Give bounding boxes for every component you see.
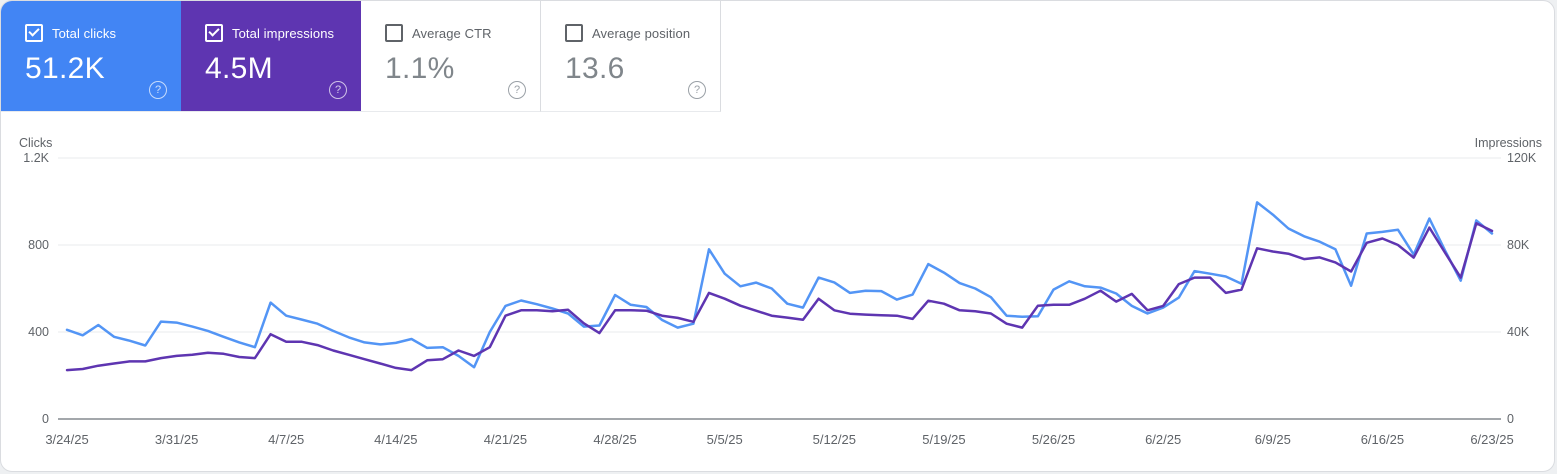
x-axis-label: 4/21/25 — [483, 432, 528, 447]
x-axis-label: 4/14/25 — [374, 432, 418, 447]
y-axis-label: 1.2K — [23, 151, 49, 165]
card-total-impressions[interactable]: Total impressions 4.5M ? — [181, 1, 361, 112]
left-axis-title: Clicks — [19, 136, 53, 150]
x-axis-label: 6/16/25 — [1360, 432, 1405, 447]
series-line-total-impressions — [65, 222, 1494, 372]
card-average-position[interactable]: Average position 13.6 ? — [541, 1, 721, 112]
average-ctr-checkbox[interactable] — [385, 24, 403, 42]
total-impressions-value: 4.5M — [205, 52, 273, 85]
total-clicks-value: 51.2K — [25, 52, 105, 85]
x-axis-label: 3/31/25 — [154, 432, 199, 447]
help-icon[interactable]: ? — [329, 81, 347, 99]
y-axis-label: 80K — [1507, 238, 1530, 252]
average-position-value: 13.6 — [565, 52, 625, 85]
y-axis-label: 0 — [42, 412, 49, 426]
card-label: Total impressions — [232, 25, 335, 41]
average-position-checkbox[interactable] — [565, 24, 583, 42]
help-icon[interactable]: ? — [688, 81, 706, 99]
card-label: Total clicks — [52, 25, 117, 41]
total-clicks-checkbox[interactable] — [25, 24, 43, 42]
y-axis-label: 120K — [1507, 151, 1537, 165]
metric-cards-row: Total clicks 51.2K ? Total impressions 4… — [1, 1, 721, 112]
x-axis-label: 5/5/25 — [706, 432, 743, 447]
x-axis-label: 6/9/25 — [1254, 432, 1291, 447]
card-label: Average position — [592, 25, 691, 41]
y-axis-label: 0 — [1507, 412, 1514, 426]
x-axis-label: 5/19/25 — [922, 432, 966, 447]
help-icon[interactable]: ? — [149, 81, 167, 99]
y-axis-label: 40K — [1507, 325, 1530, 339]
y-axis-label: 400 — [28, 325, 49, 339]
x-axis-label: 5/12/25 — [812, 432, 856, 447]
x-axis-label: 6/23/25 — [1470, 432, 1514, 447]
x-axis-label: 6/2/25 — [1145, 432, 1182, 447]
x-axis-label: 4/7/25 — [268, 432, 305, 447]
card-label: Average CTR — [412, 25, 492, 41]
x-axis-label: 3/24/25 — [45, 432, 89, 447]
x-axis-label: 5/26/25 — [1031, 432, 1076, 447]
y-axis-label: 800 — [28, 238, 49, 252]
total-impressions-checkbox[interactable] — [205, 24, 223, 42]
help-icon[interactable]: ? — [508, 81, 526, 99]
x-axis-label: 4/28/25 — [593, 432, 637, 447]
card-total-clicks[interactable]: Total clicks 51.2K ? — [1, 1, 181, 112]
average-ctr-value: 1.1% — [385, 52, 455, 85]
series-line-total-clicks — [65, 201, 1494, 369]
right-axis-title: Impressions — [1474, 136, 1542, 150]
card-average-ctr[interactable]: Average CTR 1.1% ? — [361, 1, 541, 112]
